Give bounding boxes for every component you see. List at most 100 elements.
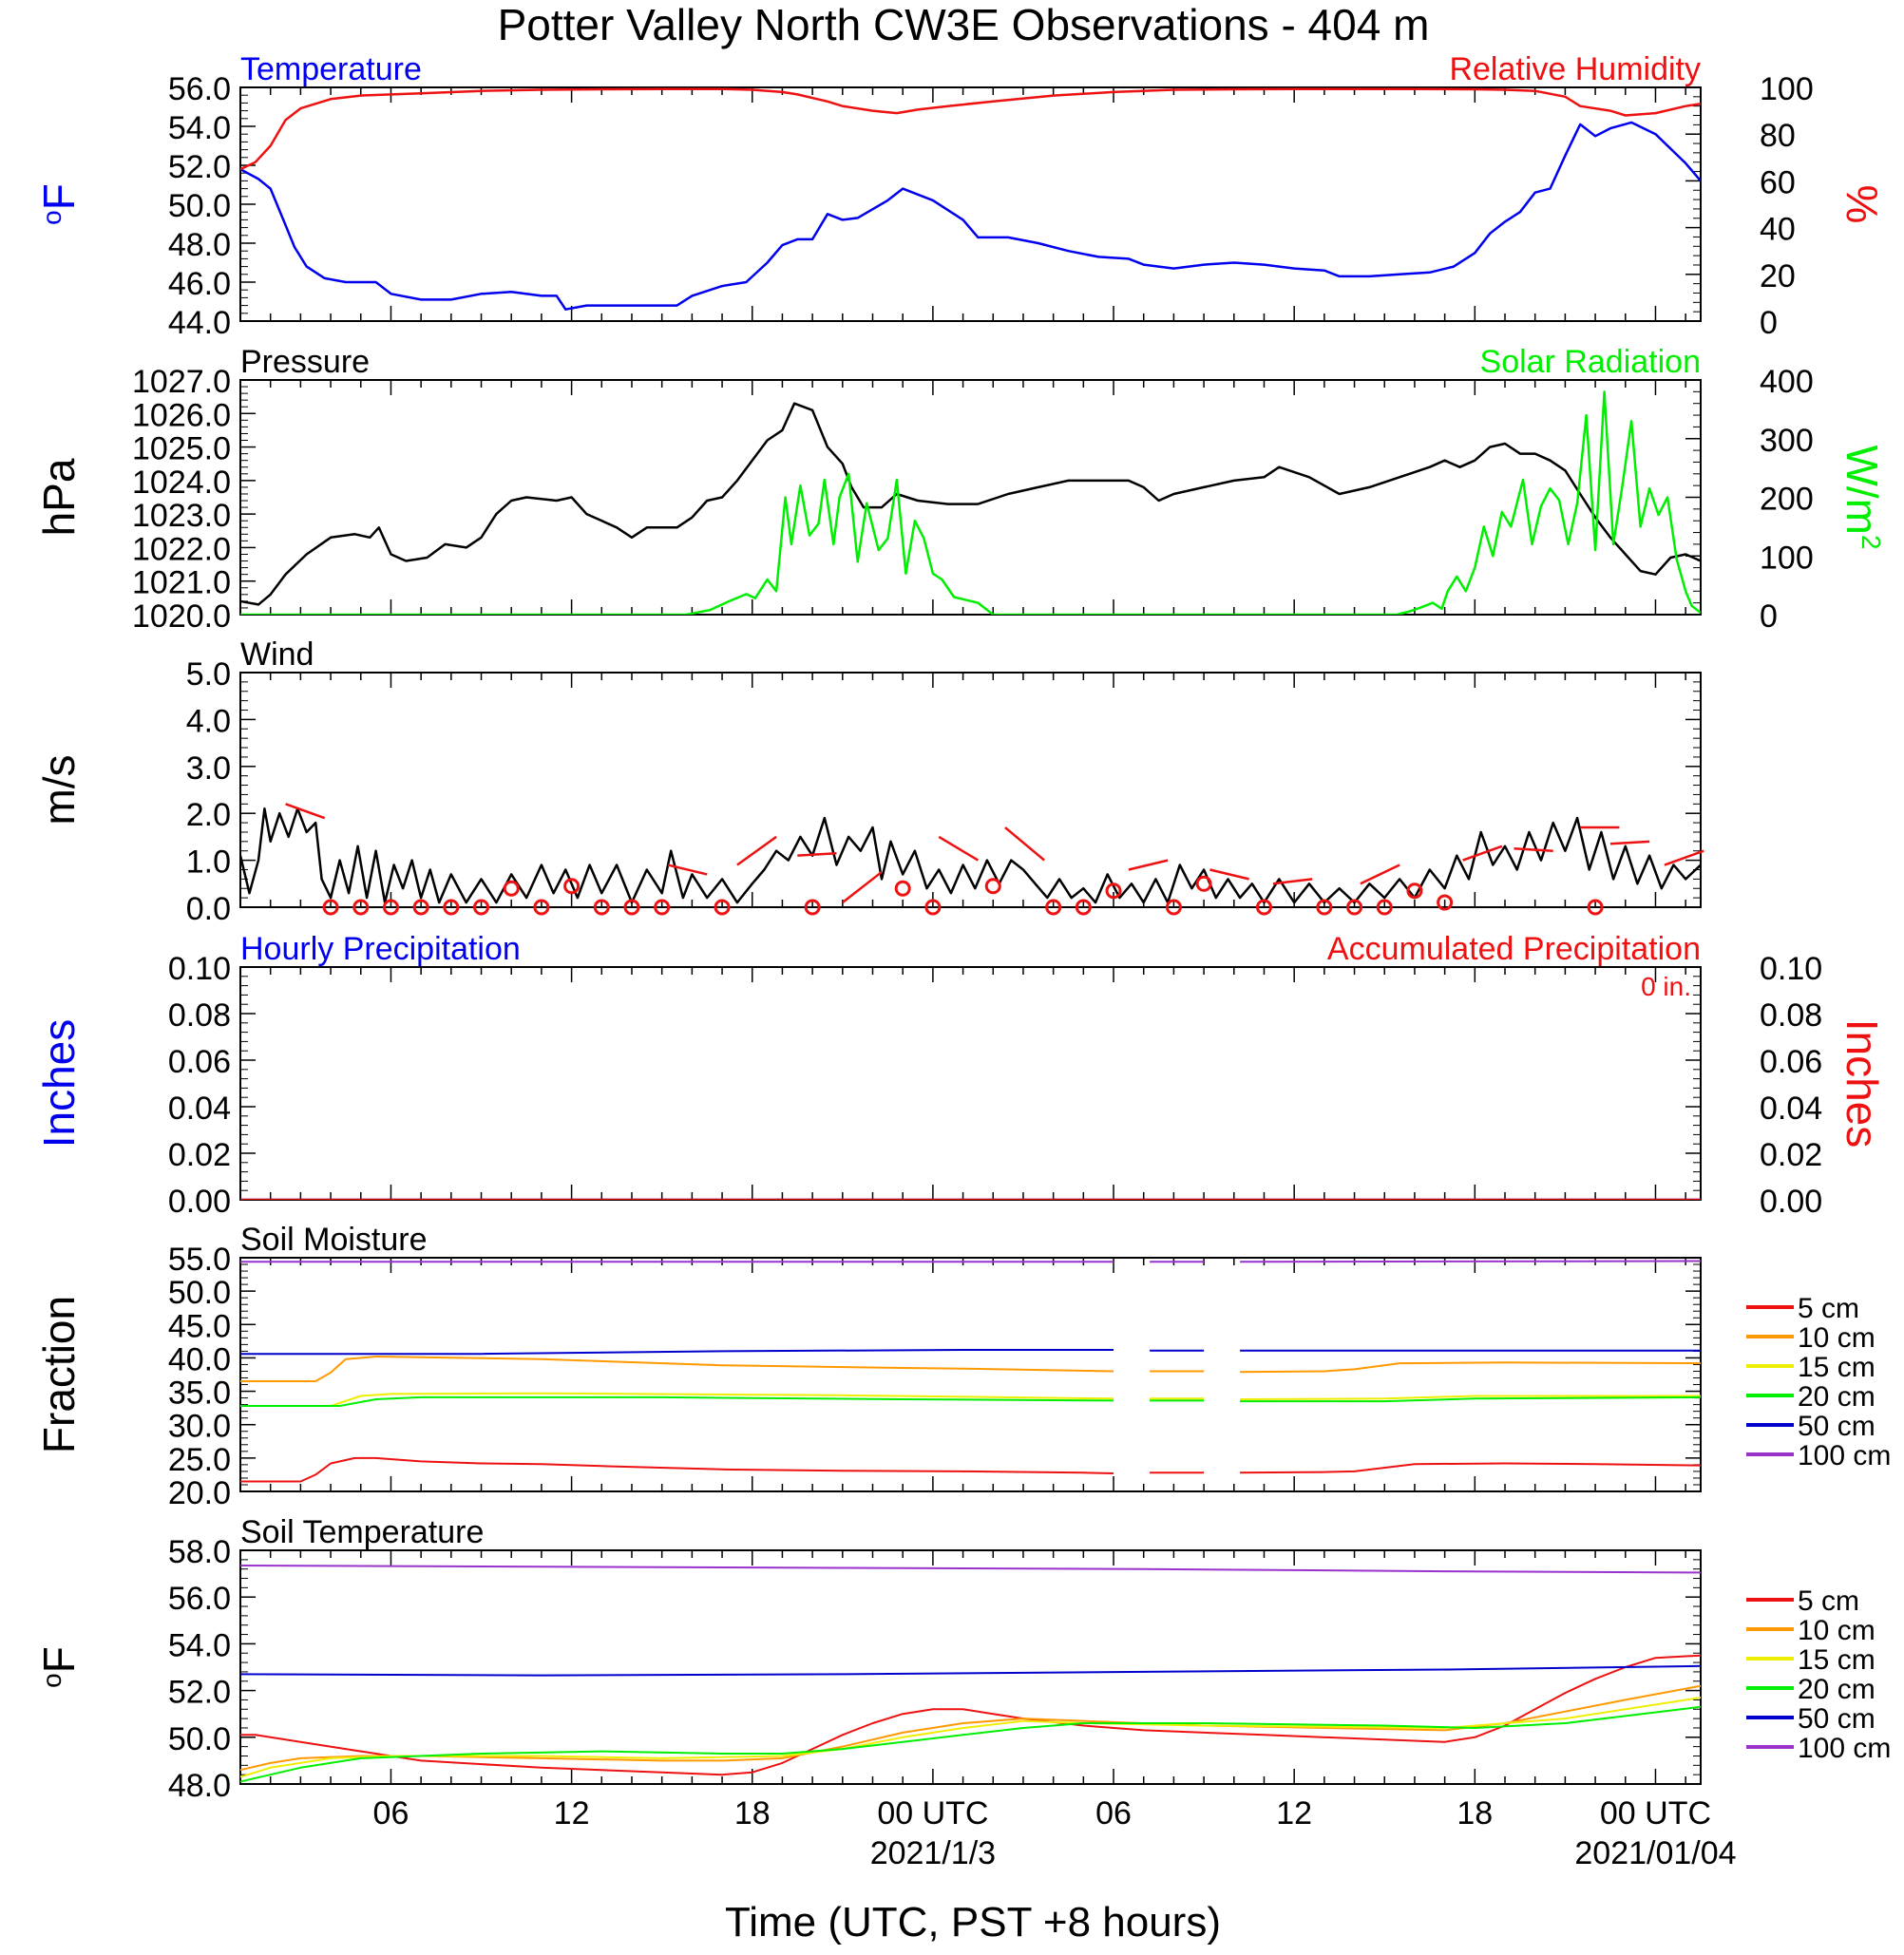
y-right-tick-label: 0.04	[1760, 1091, 1822, 1127]
y-tick-label: 48.0	[168, 227, 231, 263]
legend-label: 5 cm	[1798, 1585, 1859, 1617]
y-tick-label: 0.02	[168, 1137, 231, 1173]
y-right-tick-label: 0.08	[1760, 997, 1822, 1034]
wind-calm-marker	[894, 880, 911, 897]
series-pressure	[240, 402, 1701, 606]
y-tick-label: 20.0	[168, 1475, 231, 1511]
panel-soil-moisture: 55.050.045.040.035.030.025.020.0 Soil Moi…	[34, 1222, 1891, 1511]
y-tick-label: 50.0	[168, 1721, 231, 1757]
x-tick-label: 00 UTC	[1600, 1795, 1711, 1832]
y-tick-label: 0.04	[168, 1091, 231, 1127]
y-right-tick-label: 80	[1760, 118, 1796, 154]
y-right-tick-label: 0.00	[1760, 1184, 1822, 1220]
panel-title-right: Relative Humidity	[1449, 51, 1701, 87]
panel-title-left: Wind	[240, 636, 314, 673]
y-tick-label: 56.0	[168, 1581, 231, 1617]
wind-barb	[1004, 826, 1045, 862]
x-date-label: 2021/1/3	[870, 1835, 996, 1871]
series-temperature	[240, 121, 1701, 311]
wind-calm-marker	[563, 878, 581, 895]
y-tick-label: 2.0	[186, 797, 231, 833]
y-axis-label-right: W/m2	[1837, 445, 1887, 549]
panel-wind: 5.0 4.0 3.0 2.0 1.0 0.0 Wind m/s	[34, 636, 1704, 927]
panel-title-left: Soil Moisture	[240, 1222, 428, 1258]
legend-label: 15 cm	[1798, 1644, 1875, 1676]
y-tick-label: 1020.0	[132, 598, 231, 635]
wind-calm-marker	[1316, 899, 1333, 916]
panel-precip: 0.10 0.08 0.06 0.04 0.02 0.00 0.10 0.08 0.06 0.04…	[34, 931, 1887, 1220]
y-tick-label: 52.0	[168, 1675, 231, 1711]
y-right-tick-label: 60	[1760, 164, 1796, 200]
wind-barb	[797, 851, 837, 857]
wind-barb	[1272, 878, 1313, 885]
wind-calm-marker	[984, 878, 1001, 895]
wind-barb	[285, 803, 326, 820]
panel-title-left: Temperature	[240, 51, 422, 87]
legend-label: 50 cm	[1798, 1703, 1875, 1735]
plot-frame	[239, 672, 1702, 908]
y-tick-label: 0.10	[168, 951, 231, 987]
x-tick-label: 06	[373, 1795, 409, 1832]
y-tick-label: 1.0	[186, 845, 231, 881]
y-tick-label: 1024.0	[132, 465, 231, 501]
wind-calm-marker	[1255, 899, 1272, 916]
y-tick-label: 56.0	[168, 71, 231, 107]
y-right-tick-label: 0	[1760, 598, 1778, 635]
wind-calm-marker	[1587, 899, 1604, 916]
plot-frame	[239, 379, 1702, 616]
y-tick-label: 1022.0	[132, 531, 231, 567]
wind-calm-marker	[503, 880, 520, 897]
wind-calm-marker	[382, 899, 399, 916]
y-tick-label: 0.06	[168, 1044, 231, 1080]
legend-label: 100 cm	[1798, 1440, 1891, 1471]
y-axis-label-right: %	[1837, 185, 1887, 224]
panel-title-left: Hourly Precipitation	[240, 931, 521, 967]
plot-frame	[239, 1257, 1702, 1492]
y-tick-label: 50.0	[168, 1275, 231, 1311]
wind-calm-marker	[1045, 899, 1062, 916]
wind-calm-marker	[654, 899, 671, 916]
wind-calm-marker	[1195, 875, 1212, 892]
wind-calm-marker	[1406, 883, 1423, 900]
plot-frame	[239, 1549, 1702, 1785]
wind-calm-marker	[804, 899, 821, 916]
y-right-tick-label: 40	[1760, 212, 1796, 248]
y-tick-label: 55.0	[168, 1242, 231, 1278]
y-axis-label-left: oF	[34, 183, 84, 225]
panel-title-left: Soil Temperature	[240, 1514, 484, 1550]
wind-barb	[938, 835, 980, 862]
y-tick-label: 0.00	[168, 1184, 231, 1220]
y-right-tick-label: 0.02	[1760, 1137, 1822, 1173]
legend-label: 100 cm	[1798, 1733, 1891, 1764]
y-axis-label-left: hPa	[34, 458, 84, 536]
y-right-tick-label: 100	[1760, 71, 1814, 107]
x-tick-label: 12	[554, 1795, 590, 1832]
panel-title-right: Accumulated Precipitation	[1327, 931, 1701, 967]
y-tick-label: 54.0	[168, 110, 231, 146]
x-axis-label: Time (UTC, PST +8 hours)	[725, 1899, 1221, 1946]
y-tick-label: 50.0	[168, 188, 231, 224]
y-right-tick-label: 0.06	[1760, 1044, 1822, 1080]
plot-frame	[239, 966, 1702, 1201]
legend-label: 5 cm	[1798, 1293, 1859, 1324]
y-tick-label: 45.0	[168, 1308, 231, 1344]
panel-title-right: Solar Radiation	[1480, 344, 1701, 380]
wind-calm-marker	[1165, 899, 1182, 916]
wind-calm-marker	[322, 899, 339, 916]
series-15-cm	[240, 1697, 1701, 1778]
wind-calm-marker	[1376, 899, 1393, 916]
y-axis-label-right: Inches	[1837, 1019, 1887, 1148]
wind-barb	[736, 835, 777, 866]
y-axis-label-left: Fraction	[34, 1296, 84, 1453]
y-right-tick-label: 0	[1760, 305, 1778, 341]
y-right-tick-label: 0.10	[1760, 951, 1822, 987]
y-right-tick-label: 300	[1760, 423, 1814, 459]
y-tick-label: 1023.0	[132, 498, 231, 534]
wind-calm-marker	[623, 899, 640, 916]
wind-calm-marker	[924, 899, 942, 916]
legend-label: 15 cm	[1798, 1352, 1875, 1383]
wind-calm-marker	[352, 899, 370, 916]
x-tick-label: 18	[1457, 1795, 1493, 1832]
legend-label: 10 cm	[1798, 1322, 1875, 1354]
